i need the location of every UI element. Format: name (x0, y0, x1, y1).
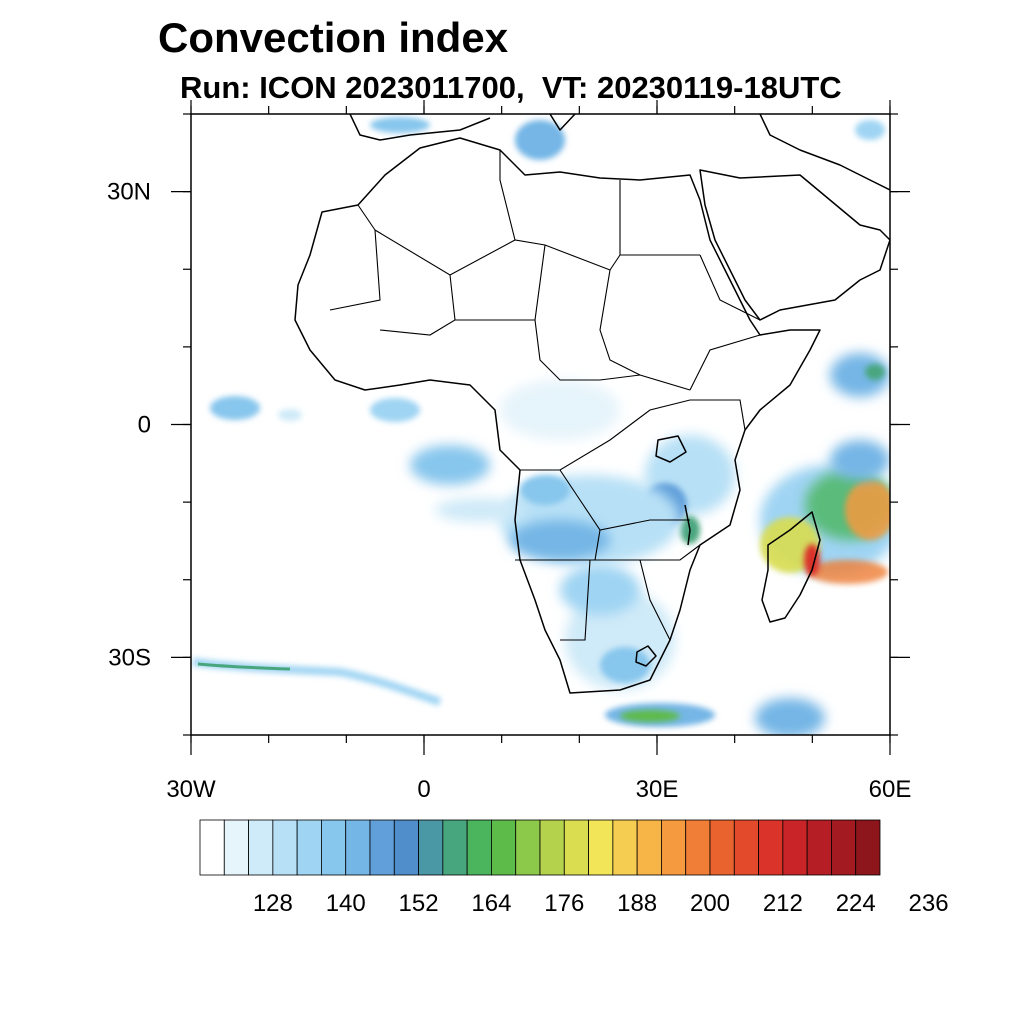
colorbar-swatch (199, 819, 225, 876)
colorbar-swatch (612, 819, 638, 876)
convection-area (845, 480, 890, 540)
colorbar-labels: 128 140 152 164 176 188 200 212 224 236 (253, 890, 949, 917)
colorbar-swatch (588, 819, 614, 876)
border-layer (329, 150, 761, 641)
colorbar-swatch (272, 819, 298, 876)
chart-title: Convection index (158, 14, 509, 61)
colorbar-swatch (321, 819, 347, 876)
lat-label: 0 (138, 412, 151, 439)
colorbar-swatch (709, 819, 735, 876)
colorbar-swatch (733, 819, 759, 876)
coastline-layer (294, 114, 890, 694)
convection-area (435, 498, 525, 522)
colorbar (199, 819, 881, 876)
colorbar-swatch (369, 819, 395, 876)
lon-label: 30W (166, 776, 216, 803)
colorbar-label: 164 (471, 890, 511, 917)
convection-area (600, 647, 650, 683)
colorbar-swatch (831, 819, 857, 876)
country-border (329, 150, 761, 641)
colorbar-label: 176 (544, 890, 584, 917)
convection-area (370, 117, 430, 133)
convection-area (855, 120, 885, 140)
convection-area (520, 475, 570, 505)
colorbar-label: 128 (253, 890, 293, 917)
colorbar-swatch (515, 819, 541, 876)
colorbar-swatch (855, 819, 881, 876)
axis-labels: 30W 0 30E 60E 30N 0 30S (107, 179, 911, 803)
convection-area (210, 396, 260, 420)
convection-area (500, 380, 620, 440)
colorbar-swatch (685, 819, 711, 876)
colorbar-swatch (806, 819, 832, 876)
colorbar-swatch (782, 819, 808, 876)
lake-malawi (684, 504, 691, 546)
colorbar-label: 236 (909, 890, 949, 917)
convection-area (278, 409, 302, 421)
convection-area (865, 364, 885, 380)
colorbar-label: 212 (763, 890, 803, 917)
convection-area (620, 710, 680, 722)
colorbar-label: 224 (836, 890, 876, 917)
convection-area (510, 520, 610, 560)
convection-area (804, 544, 820, 576)
africa-coastline (294, 137, 821, 694)
convection-area (755, 698, 825, 735)
lat-label: 30S (108, 644, 151, 671)
lesotho (635, 645, 657, 667)
madagascar-coastline (761, 511, 821, 623)
lon-label: 60E (869, 776, 912, 803)
convection-area (370, 398, 420, 422)
colorbar-swatch (661, 819, 687, 876)
colorbar-swatch (296, 819, 322, 876)
colorbar-swatch (636, 819, 662, 876)
colorbar-label: 200 (690, 890, 730, 917)
lake-victoria (655, 435, 687, 463)
colorbar-swatch (418, 819, 444, 876)
lon-label: 0 (417, 776, 430, 803)
colorbar-swatch (466, 819, 492, 876)
convection-area (830, 440, 890, 480)
convection-area (410, 445, 490, 485)
colorbar-swatch (442, 819, 468, 876)
colorbar-label: 140 (326, 890, 366, 917)
arabia-coastline (699, 169, 890, 321)
lon-label: 30E (636, 776, 679, 803)
lat-label: 30N (107, 179, 151, 206)
colorbar-swatch (491, 819, 517, 876)
convection-field (192, 117, 890, 735)
colorbar-label: 188 (617, 890, 657, 917)
colorbar-swatch (539, 819, 565, 876)
colorbar-swatch (223, 819, 249, 876)
colorbar-swatch (345, 819, 371, 876)
convection-area (808, 560, 888, 584)
convection-area (515, 120, 565, 160)
colorbar-swatch (563, 819, 589, 876)
convection-area (192, 658, 442, 706)
colorbar-label: 152 (399, 890, 439, 917)
chart-subtitle: Run: ICON 2023011700, VT: 20230119-18UTC (180, 70, 842, 105)
colorbar-swatch (248, 819, 274, 876)
axis-ticks (171, 100, 910, 755)
europe-coastline (349, 114, 890, 191)
convection-area (560, 565, 640, 615)
colorbar-swatch (393, 819, 419, 876)
colorbar-swatch (758, 819, 784, 876)
convection-area (197, 662, 291, 671)
